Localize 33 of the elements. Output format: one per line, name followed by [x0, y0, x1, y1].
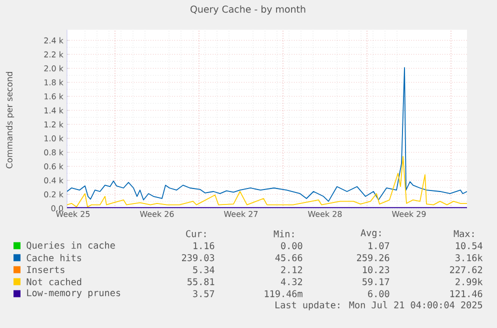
text: 6.00 — [368, 290, 390, 298]
text: Min: — [274, 230, 294, 238]
text: 59.17 — [362, 278, 390, 286]
text: 4.32 — [280, 278, 302, 286]
text: Avg: — [360, 229, 381, 238]
text: 239.03 — [182, 254, 214, 262]
text: 2.12 — [281, 266, 302, 274]
text: 1.16 — [194, 242, 214, 250]
text: 2.99k — [456, 278, 483, 286]
text: 3.16k — [456, 254, 483, 262]
text: Last update: Mon Jul 21 04:00:04 2025 — [276, 301, 482, 310]
text: Max: — [454, 230, 474, 238]
legend-label: Cache hits — [26, 254, 82, 262]
text: 259.26 — [357, 254, 390, 262]
text: 55.81 — [188, 278, 214, 286]
text: 45.66 — [275, 254, 302, 262]
text: 227.62 — [450, 266, 482, 274]
legend-label: Inserts — [27, 266, 64, 274]
text: 1.07 — [368, 242, 390, 250]
legend-label: Low-memory prunes — [27, 289, 120, 298]
text: 121.46 — [450, 290, 482, 298]
text: 10.54 — [456, 242, 482, 250]
y-axis-title: Commands per second — [6, 72, 14, 168]
legend-label: Queries in cache — [26, 242, 115, 250]
text: 119.46m — [264, 290, 302, 298]
line-series — [67, 67, 468, 202]
text: Cur: — [186, 230, 206, 238]
text: 5.34 — [193, 266, 214, 274]
text: 10.23 — [363, 266, 390, 274]
chart-title: Query Cache - by month — [190, 5, 306, 15]
legend-label: Not cached — [26, 278, 82, 286]
text: 0.00 — [281, 242, 302, 250]
text: 3.57 — [193, 290, 214, 298]
